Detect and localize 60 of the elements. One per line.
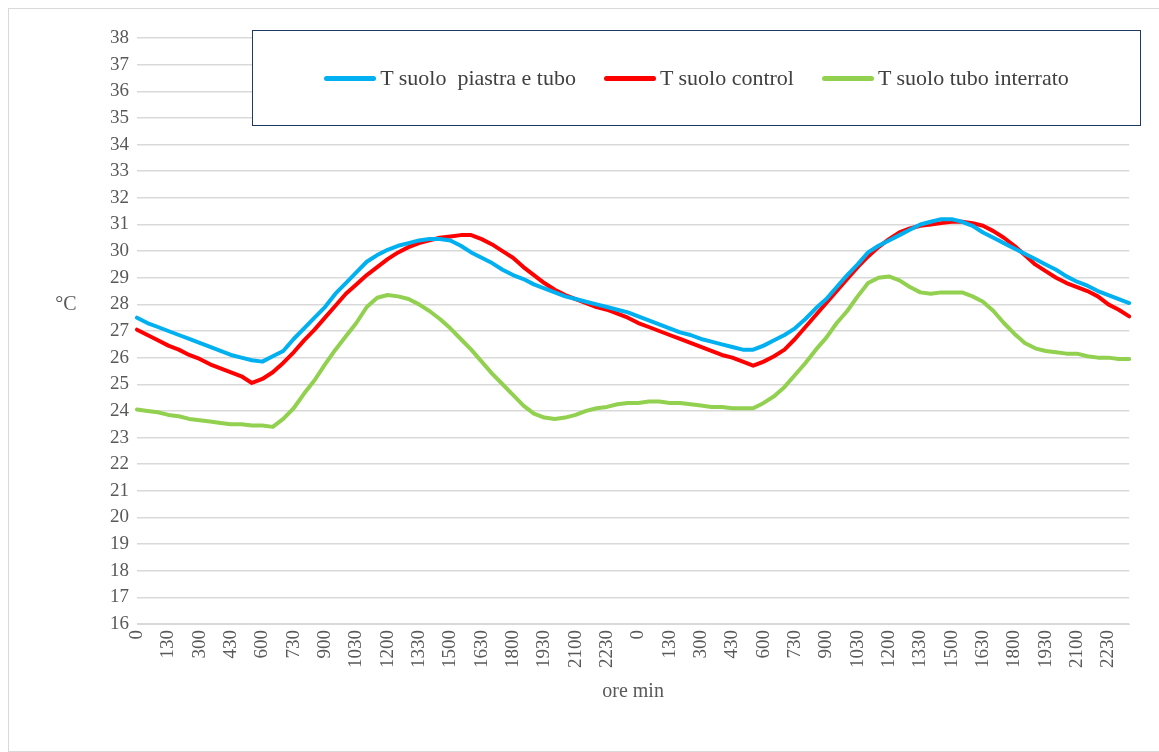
y-tick-label: 16 xyxy=(110,611,129,633)
x-tick-label: 2230 xyxy=(594,630,616,668)
y-tick-label: 35 xyxy=(110,105,129,127)
y-tick-label: 38 xyxy=(110,25,129,47)
x-tick-label: 0 xyxy=(626,630,648,640)
x-tick-label: 1500 xyxy=(939,630,961,668)
x-tick-label: 1500 xyxy=(438,630,460,668)
y-tick-label: 18 xyxy=(110,558,129,580)
y-tick-label: 28 xyxy=(110,292,129,314)
y-tick-label: 22 xyxy=(110,452,129,474)
x-tick-label: 1200 xyxy=(375,630,397,668)
legend-label: T suolo control xyxy=(659,65,794,91)
y-tick-label: 34 xyxy=(110,132,130,154)
x-axis-title: ore min xyxy=(602,679,664,702)
y-tick-label: 30 xyxy=(110,239,129,261)
y-tick-label: 26 xyxy=(110,345,129,367)
x-tick-label: 300 xyxy=(187,630,209,659)
x-tick-label: 130 xyxy=(156,630,178,659)
y-tick-label: 19 xyxy=(110,532,129,554)
y-tick-label: 21 xyxy=(110,478,129,500)
x-tick-label: 1330 xyxy=(406,630,428,668)
x-tick-label: 1930 xyxy=(1033,630,1055,668)
x-tick-label: 1800 xyxy=(500,630,522,668)
x-tick-label: 1030 xyxy=(845,630,867,668)
y-tick-label: 37 xyxy=(110,52,129,74)
x-tick-label: 900 xyxy=(312,630,334,659)
y-tick-label: 33 xyxy=(110,159,129,181)
y-tick-label: 25 xyxy=(110,372,129,394)
x-tick-label: 1330 xyxy=(908,630,930,668)
x-tick-label: 130 xyxy=(657,630,679,659)
x-tick-label: 2100 xyxy=(1064,630,1086,668)
x-tick-label: 430 xyxy=(720,630,742,659)
y-axis-title: °C xyxy=(55,291,77,314)
x-tick-label: 0 xyxy=(124,630,146,640)
y-tick-label: 36 xyxy=(110,79,129,101)
y-tick-label: 24 xyxy=(110,398,130,420)
legend-label: T suolo piastra e tubo xyxy=(380,65,576,91)
legend-label: T suolo tubo interrato xyxy=(877,65,1069,91)
y-tick-label: 20 xyxy=(110,505,129,527)
x-tick-label: 600 xyxy=(751,630,773,659)
x-tick-label: 1030 xyxy=(344,630,366,668)
y-tick-label: 17 xyxy=(110,585,129,607)
x-tick-label: 730 xyxy=(281,630,303,659)
y-tick-label: 29 xyxy=(110,265,129,287)
x-tick-label: 1930 xyxy=(532,630,554,668)
y-tick-label: 32 xyxy=(110,185,129,207)
y-tick-label: 27 xyxy=(110,318,129,340)
x-tick-label: 300 xyxy=(688,630,710,659)
x-tick-label: 2100 xyxy=(563,630,585,668)
x-tick-label: 1630 xyxy=(970,630,992,668)
x-tick-label: 1630 xyxy=(469,630,491,668)
x-tick-label: 2230 xyxy=(1096,630,1118,668)
x-tick-label: 1200 xyxy=(876,630,898,668)
y-tick-label: 31 xyxy=(110,212,129,234)
x-tick-label: 900 xyxy=(814,630,836,659)
x-tick-label: 600 xyxy=(250,630,272,659)
x-tick-label: 430 xyxy=(218,630,240,659)
x-tick-label: 730 xyxy=(782,630,804,659)
x-tick-label: 1800 xyxy=(1002,630,1024,668)
y-tick-label: 23 xyxy=(110,425,129,447)
